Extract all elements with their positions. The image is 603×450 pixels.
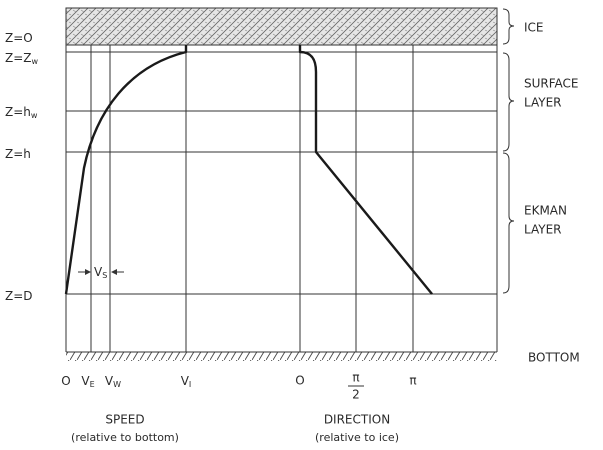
depth-label: Z=hw [5,105,38,120]
shear-label: VS [94,265,107,280]
depth-label-sub: w [31,111,38,120]
tick-text: O [61,374,70,388]
speed-tick: VI [181,374,192,389]
layer-label: ICE [524,21,544,35]
axis-title: DIRECTION [324,413,390,427]
speed-profile [64,45,188,295]
vertical-lines [65,45,498,352]
bottom-hatch [66,352,497,361]
depth-label-text: Z=D [5,289,33,303]
depth-label: Z=h [5,147,31,161]
layer-label: LAYER [524,223,562,237]
ice-layer [65,7,498,46]
tick-text: V [181,374,190,388]
ekman-brace [502,152,515,294]
layer-label: SURFACE [524,77,579,91]
shear-label-main: V [94,265,103,279]
depth-label: Z=Zw [5,51,39,66]
axis-title: SPEED [105,413,144,427]
tick-sub: I [189,380,191,389]
axis-note: (relative to ice) [315,431,399,444]
axis-note: (relative to bottom) [71,431,179,444]
layer-label: BOTTOM [528,351,580,365]
depth-label-text: Z=h [5,105,31,119]
tick-sub: W [113,380,121,389]
depth-label-text: Z=Z [5,51,32,65]
depth-lines [66,44,497,295]
speed-tick: VW [105,374,121,389]
layer-label: EKMAN [524,204,567,218]
direction-profile [298,45,433,295]
direction-tick: π [409,374,416,388]
depth-label-text: Z=h [5,147,31,161]
speed-tick: VE [81,374,94,389]
depth-label: Z=O [5,31,33,45]
speed-tick: O [61,374,70,388]
ice-brace [502,8,515,45]
surface-brace [502,52,515,152]
direction-tick: O [295,374,304,388]
tick-text: V [81,374,90,388]
tick-text: V [105,374,114,388]
direction-tick-num: π [352,371,359,385]
tick-sub: E [90,380,95,389]
depth-label-sub: w [32,57,39,66]
depth-label-text: Z=O [5,31,33,45]
layer-label: LAYER [524,96,562,110]
shear-label-sub: S [102,271,107,280]
depth-label: Z=D [5,289,33,303]
direction-tick-den: 2 [352,388,360,402]
